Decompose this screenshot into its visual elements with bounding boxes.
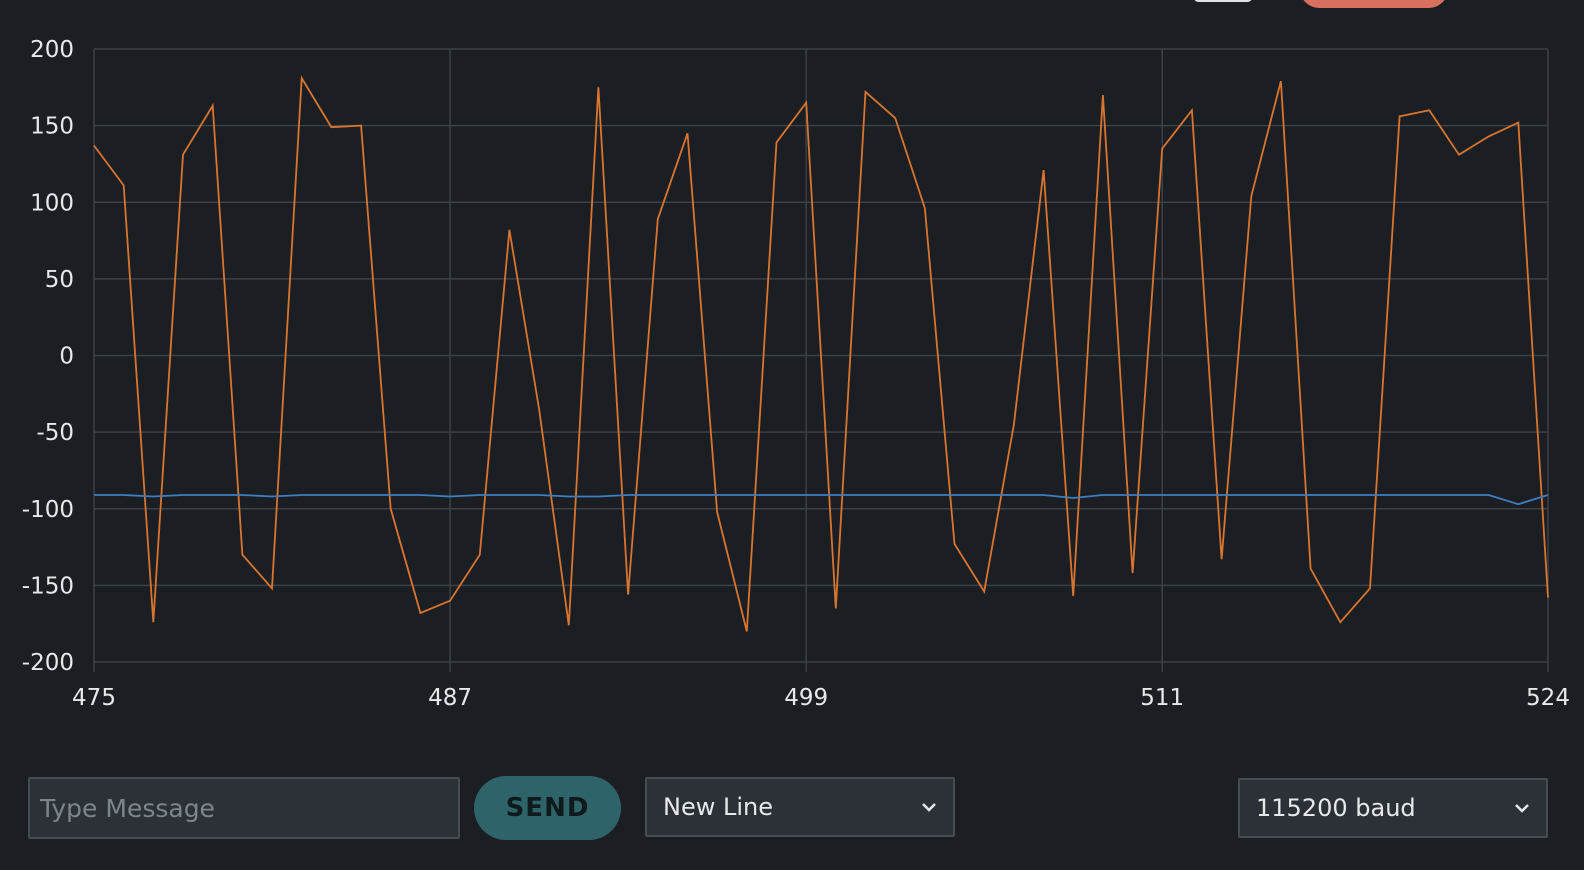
y-tick-label: 0 xyxy=(59,344,74,370)
y-tick-label: 150 xyxy=(30,114,74,140)
series-line-2 xyxy=(94,494,1549,506)
y-tick-label: -100 xyxy=(22,497,74,523)
message-input[interactable] xyxy=(28,777,460,839)
baud-rate-select[interactable]: 115200 baud xyxy=(1238,778,1548,838)
x-axis-ticks: 475 487 499 511 524 xyxy=(72,685,1570,711)
y-tick-label: -200 xyxy=(22,650,74,676)
x-tick-label: 487 xyxy=(428,685,472,711)
y-tick-label: 50 xyxy=(45,267,74,293)
y-tick-label: 200 xyxy=(30,37,74,63)
baud-rate-value: 115200 baud xyxy=(1256,794,1416,822)
chevron-down-icon xyxy=(1515,804,1529,813)
series-line-1 xyxy=(93,75,1549,632)
x-tick-label: 475 xyxy=(72,685,116,711)
line-chart: 200 150 100 50 0 -50 -100 -150 -200 475 487 499 511… xyxy=(22,37,1570,711)
chevron-down-icon xyxy=(922,803,936,812)
y-axis-ticks: 200 150 100 50 0 -50 -100 -150 -200 xyxy=(22,37,74,676)
x-tick-label: 511 xyxy=(1140,685,1184,711)
x-tick-label: 524 xyxy=(1526,685,1570,711)
send-button[interactable]: SEND xyxy=(474,776,621,840)
y-tick-label: -150 xyxy=(22,573,74,599)
y-tick-label: -50 xyxy=(36,420,74,446)
y-tick-label: 100 xyxy=(30,190,74,216)
line-ending-value: New Line xyxy=(663,793,773,821)
top-action-button[interactable] xyxy=(1300,0,1448,8)
line-ending-select[interactable]: New Line xyxy=(645,777,955,837)
top-toggle-button[interactable] xyxy=(1193,0,1253,2)
x-tick-label: 499 xyxy=(784,685,828,711)
chart-series xyxy=(93,75,1549,632)
